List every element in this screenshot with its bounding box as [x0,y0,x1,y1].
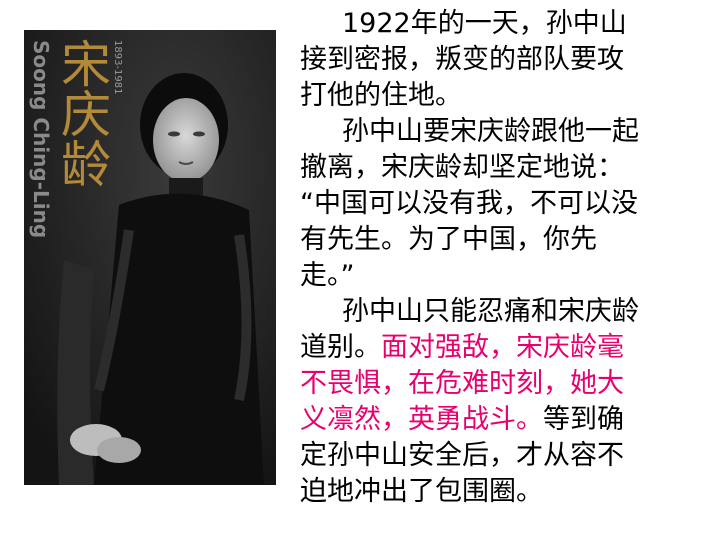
portrait-illustration [24,30,276,485]
text-line: 定孙中山安全后，才从容不 [300,440,624,471]
text-line: 打他的住地。 [300,80,462,111]
story-text: 1922年的一天，孙中山 接到密报，叛变的部队要攻 打他的住地。 孙中山要宋庆龄… [300,6,700,510]
text-line: 撤离，宋庆龄却坚定地说： [300,152,624,183]
portrait-photo [24,30,276,485]
text-line: 孙中山只能忍痛和宋庆龄 [342,296,639,327]
portrait-years: 1893-1981 [112,40,123,95]
text-line: 有先生。为了中国，你先 [300,224,597,255]
highlight-text: 义凛然，英勇战斗。 [300,404,543,435]
highlight-text: 不畏惧，在危难时刻，她大 [300,368,624,399]
text-line: 道别。面对强敌，宋庆龄毫 [300,332,624,363]
text-line: 孙中山要宋庆龄跟他一起 [342,116,639,147]
text-line: 义凛然，英勇战斗。等到确 [300,404,624,435]
highlight-text: 面对强敌，宋庆龄毫 [381,332,624,363]
text-line: “中国可以没有我，不可以没 [300,188,638,219]
text-line: 走。” [300,260,355,291]
text-line: 迫地冲出了包围圈。 [300,476,543,507]
portrait-english-name: Soong Ching-Ling [29,40,53,239]
text-line: 接到密报，叛变的部队要攻 [300,44,624,75]
text-line: 1922年的一天，孙中山 [342,8,627,39]
text-line: 不畏惧，在危难时刻，她大 [300,366,700,402]
portrait-chinese-name: 宋庆龄 [53,38,111,188]
